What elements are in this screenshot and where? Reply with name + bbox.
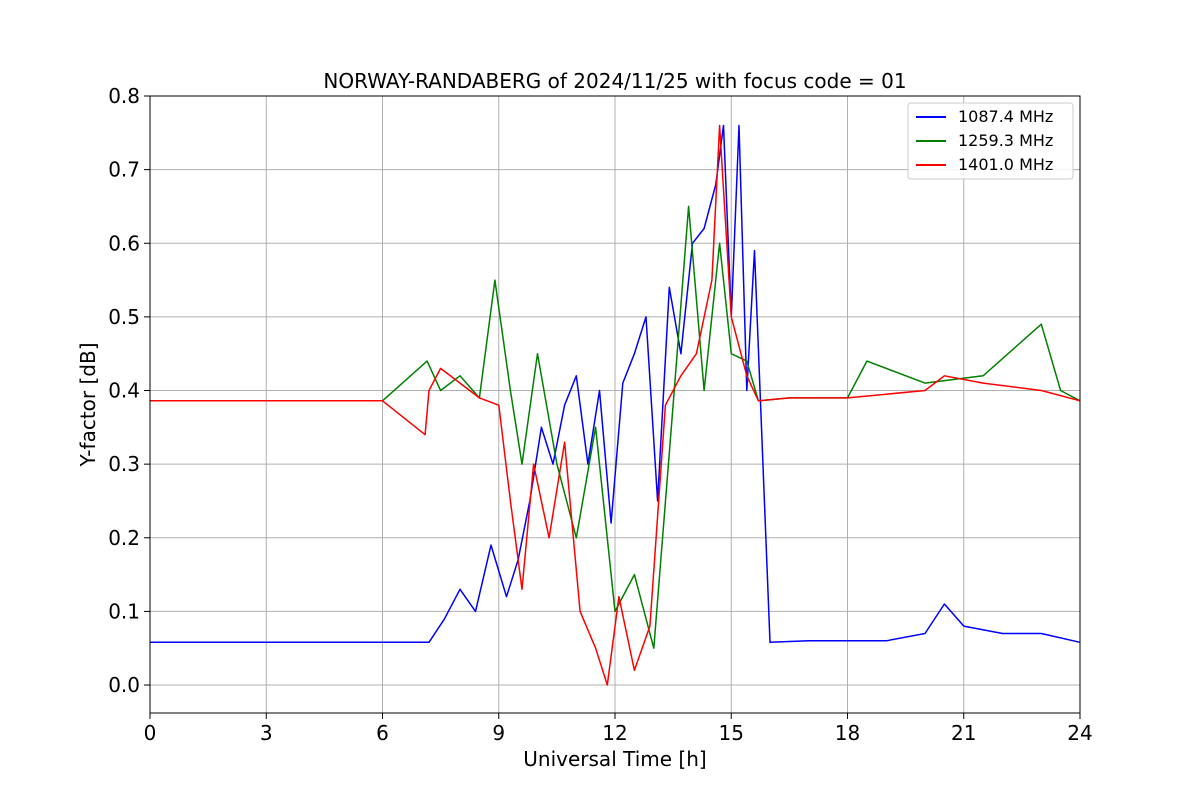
y-tick-label: 0.8 bbox=[108, 84, 140, 108]
legend-box bbox=[907, 102, 1074, 180]
x-tick-label: 24 bbox=[1067, 721, 1092, 745]
y-tick-label: 0.2 bbox=[108, 526, 140, 550]
y-tick-label: 0.4 bbox=[108, 379, 140, 403]
legend: 1087.4 MHz 1259.3 MHz 1401.0 MHz bbox=[907, 102, 1074, 180]
x-tick-label: 15 bbox=[719, 721, 744, 745]
x-tick-label: 18 bbox=[835, 721, 860, 745]
x-tick-label: 21 bbox=[951, 721, 976, 745]
y-axis-label: Y-factor [dB] bbox=[76, 342, 100, 467]
x-tick-label: 0 bbox=[144, 721, 157, 745]
chart-title: NORWAY-RANDABERG of 2024/11/25 with focu… bbox=[323, 69, 906, 93]
y-tick-label: 0.5 bbox=[108, 305, 140, 329]
legend-entry: 1087.4 MHz bbox=[958, 107, 1053, 126]
x-tick-label: 9 bbox=[492, 721, 505, 745]
y-tick-label: 0.3 bbox=[108, 452, 140, 476]
y-tick-label: 0.7 bbox=[108, 158, 140, 182]
y-tick-label: 0.0 bbox=[108, 673, 140, 697]
legend-entry: 1401.0 MHz bbox=[958, 155, 1053, 174]
x-axis-label: Universal Time [h] bbox=[523, 747, 706, 771]
x-axis-ticks: 0 3 6 9 12 15 18 21 24 bbox=[144, 713, 1093, 745]
y-tick-label: 0.1 bbox=[108, 599, 140, 623]
x-tick-label: 3 bbox=[260, 721, 273, 745]
y-axis-ticks: 0.0 0.1 0.2 0.3 0.4 0.5 0.6 0.7 0.8 bbox=[108, 84, 150, 697]
legend-entry: 1259.3 MHz bbox=[958, 131, 1053, 150]
series-layer bbox=[150, 124, 1081, 686]
y-tick-label: 0.6 bbox=[108, 231, 140, 255]
x-tick-label: 12 bbox=[602, 721, 627, 745]
series-line-1 bbox=[150, 124, 1081, 644]
series-line-2 bbox=[150, 205, 1081, 649]
x-tick-label: 6 bbox=[376, 721, 389, 745]
series-line-3 bbox=[150, 124, 1081, 686]
